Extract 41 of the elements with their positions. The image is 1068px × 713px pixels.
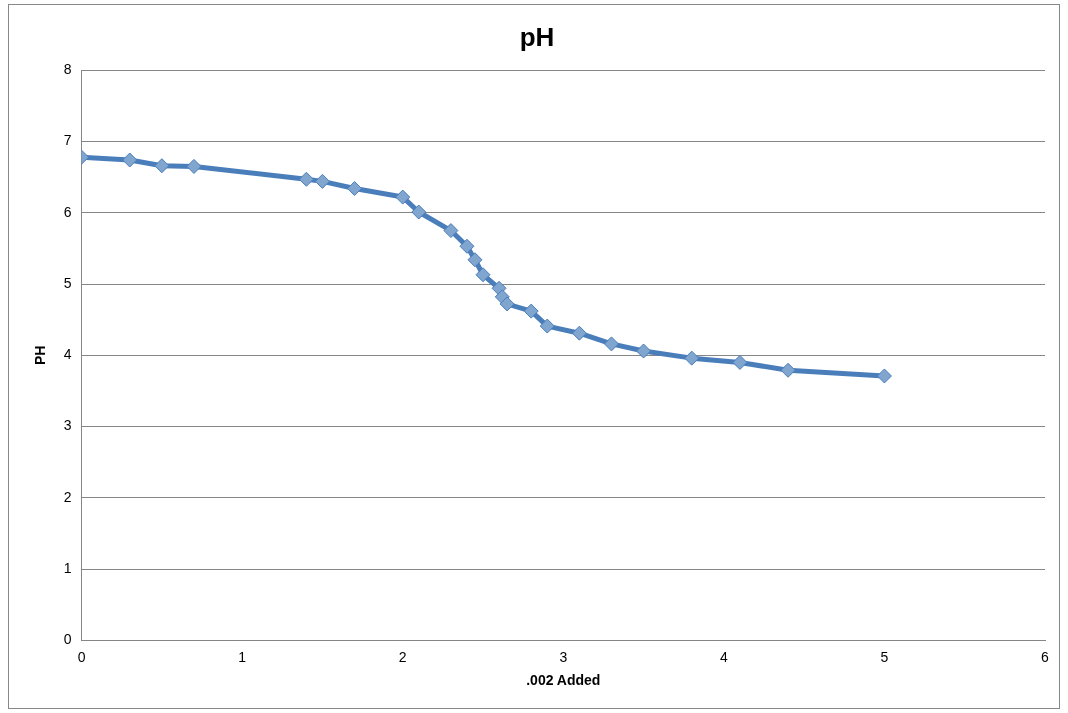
- point: [122, 152, 138, 168]
- point: [636, 343, 652, 359]
- y-tick-label: 6: [63, 203, 72, 220]
- x-tick-label: 3: [559, 648, 568, 665]
- x-tick-label: 4: [719, 648, 728, 665]
- y-tick-label: 7: [63, 132, 72, 149]
- x-tick-label: 0: [77, 648, 86, 665]
- y-tick-label: 4: [63, 346, 72, 363]
- point: [539, 318, 555, 334]
- point: [876, 368, 892, 384]
- point: [459, 238, 475, 254]
- y-tick-label: 1: [63, 559, 72, 576]
- point: [347, 181, 363, 197]
- x-tick-label: 5: [880, 648, 889, 665]
- point: [780, 362, 796, 378]
- point: [154, 158, 170, 174]
- point: [603, 336, 619, 352]
- y-tick-label: 5: [63, 274, 72, 291]
- point: [411, 204, 427, 220]
- y-tick-label: 3: [63, 417, 72, 434]
- point: [186, 158, 202, 174]
- x-tick-label: 2: [398, 648, 407, 665]
- x-tick-label: 6: [1041, 648, 1050, 665]
- point: [298, 171, 314, 187]
- chart-title: pH: [519, 21, 555, 52]
- point: [499, 296, 515, 312]
- y-tick-label: 0: [63, 631, 72, 648]
- y-tick-label: 8: [63, 61, 72, 78]
- x-tick-label: 1: [238, 648, 247, 665]
- y-axis-title: PH: [32, 345, 49, 366]
- point: [314, 173, 330, 189]
- point: [732, 354, 748, 370]
- point: [467, 252, 483, 268]
- point: [684, 350, 700, 366]
- point: [571, 325, 587, 341]
- y-tick-label: 2: [63, 488, 72, 505]
- point: [475, 267, 491, 283]
- x-axis-title: .002 Added: [526, 672, 601, 689]
- point: [443, 223, 459, 239]
- point: [523, 303, 539, 319]
- point: [395, 189, 411, 205]
